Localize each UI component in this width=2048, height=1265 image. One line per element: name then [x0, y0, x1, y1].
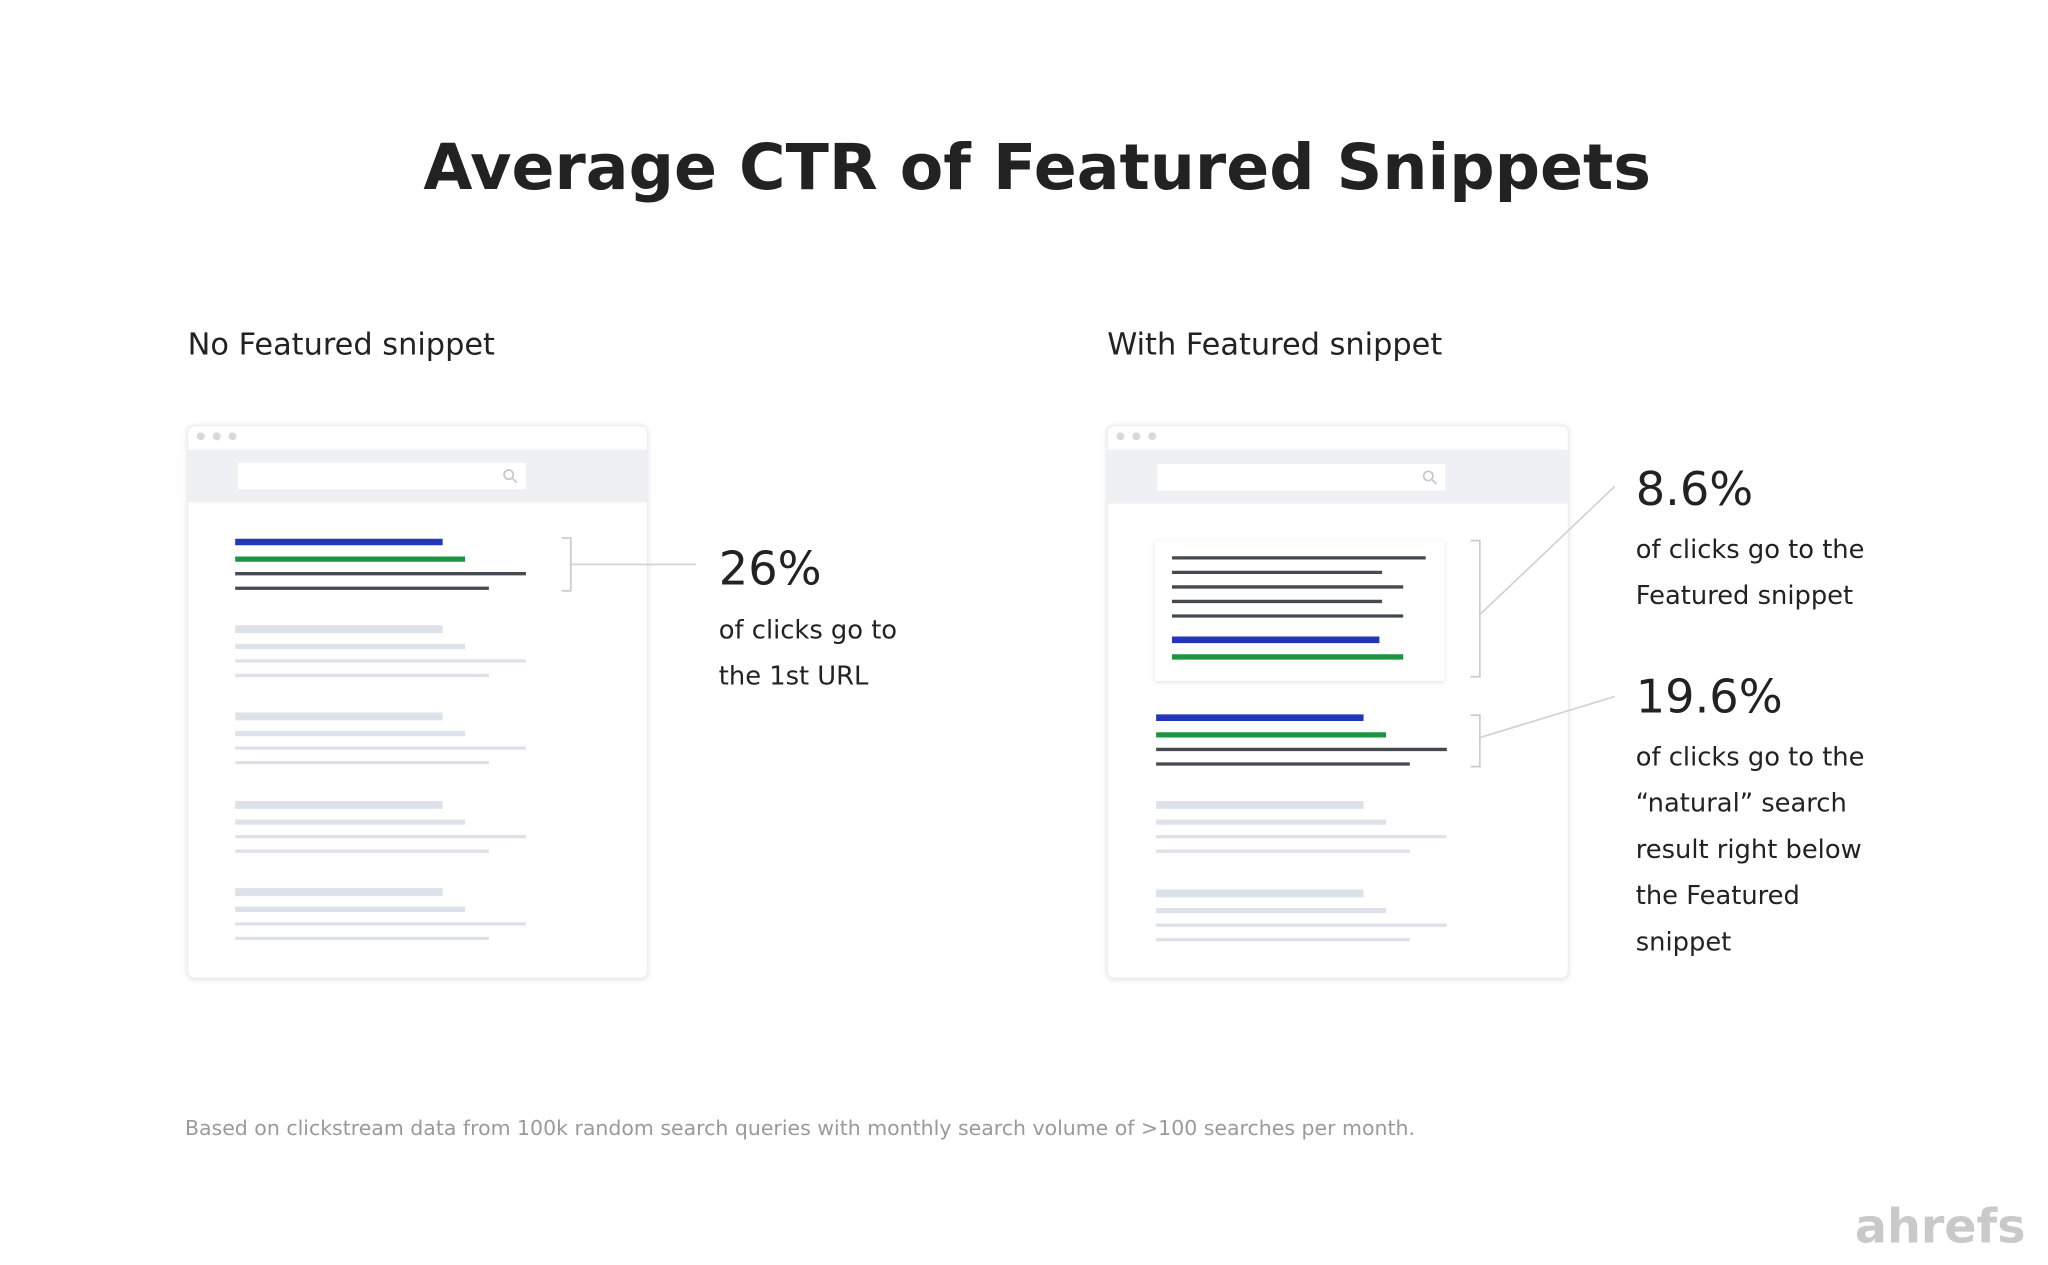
search-box [1157, 464, 1446, 491]
natural-desc-line: the Featured [1636, 881, 1800, 911]
search-icon [1422, 470, 1437, 485]
callout-line [1479, 485, 1616, 616]
natural-desc-line: result right below [1636, 835, 1862, 865]
first-url-ctr: 26% [719, 541, 822, 595]
natural-desc-line: snippet [1636, 927, 1732, 957]
first-url-desc-line: of clicks go to [719, 615, 897, 645]
ahrefs-logo: ahrefs [1855, 1199, 2026, 1254]
natural-ctr: 19.6% [1636, 669, 1783, 723]
search-icon [503, 469, 518, 484]
snippet-desc-line: of clicks go to the [1636, 535, 1865, 565]
window-dots-icon [1116, 432, 1157, 441]
natural-desc-line: “natural” search [1636, 789, 1847, 819]
bracket [1470, 539, 1481, 678]
natural-desc-line: of clicks go to the [1636, 742, 1865, 772]
right-heading: With Featured snippet [1107, 327, 1442, 362]
page-title: Average CTR of Featured Snippets [423, 130, 1651, 204]
footnote: Based on clickstream data from 100k rand… [185, 1116, 1415, 1140]
left-heading: No Featured snippet [188, 327, 495, 362]
search-box [237, 462, 526, 490]
browser-mock-with-snippet [1106, 425, 1616, 979]
window-dots-icon [196, 432, 237, 441]
snippet-ctr: 8.6% [1636, 462, 1753, 516]
snippet-desc-line: Featured snippet [1636, 581, 1853, 611]
featured-snippet-card [1154, 540, 1445, 681]
browser-mock-no-snippet [186, 425, 697, 979]
bracket [1470, 714, 1481, 768]
callout-line [1479, 695, 1615, 739]
first-url-desc-line: the 1st URL [719, 662, 869, 692]
